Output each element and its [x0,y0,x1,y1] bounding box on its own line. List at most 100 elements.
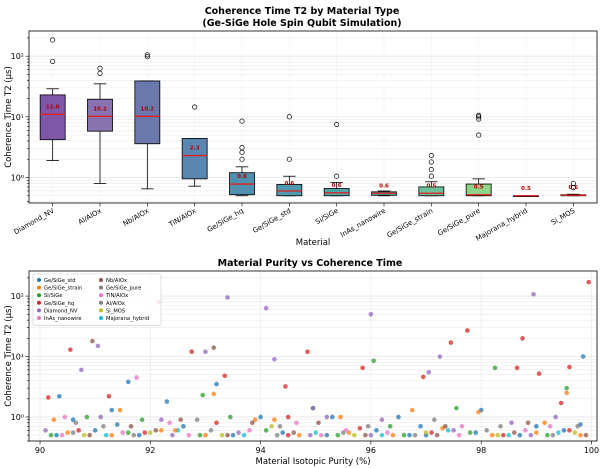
scatter-point [564,390,569,396]
box-median-label: 0.5 [426,183,436,189]
scatter-point [258,414,263,420]
box-median-label: 0.6 [332,183,342,189]
scatter-point [330,414,335,420]
legend-marker [37,278,41,282]
box-x-tick-label: Al/AlOx [77,207,103,227]
scatter-point [189,349,194,355]
scatter-point [456,432,462,438]
scatter-point [73,420,79,426]
scatter-point [498,424,503,429]
box-y-tick-label: 10¹ [11,113,24,122]
scatter-point [57,393,62,399]
scatter-point [65,430,70,435]
scatter-point [550,432,556,438]
scatter-point [407,432,412,438]
box-median-label: 0.5 [521,186,531,192]
scatter-point [159,417,164,423]
box-outlier [144,54,150,60]
scatter-point [368,311,374,317]
scatter-point [92,428,98,433]
scatter-point [252,417,258,423]
scatter-point [567,364,572,370]
box-x-tick-label: Si_MOS [550,207,577,227]
scatter-point [426,369,432,375]
legend-label: Si/SiGe [44,293,62,299]
legend-marker [99,278,103,282]
legend-label: Nb/AlOx [106,278,127,284]
box-x-tick-label: Ge/SiGe_pure [436,207,481,238]
scatter-point [316,420,321,426]
scatter-plot-x-ticks: 90 92 94 96 98 100 [35,441,599,455]
scatter-point [396,414,401,420]
scatter-plot-y-ticks: 10⁰ 10¹ 10² [11,277,29,442]
scatter-point [385,430,390,435]
scatter-point [203,349,208,355]
box-plot-x-ticks: Diamond_NV Al/AlOx Nb/AlOx TiN/AlOx Ge/SiGe_… [13,203,577,243]
scatter-point [43,428,48,433]
scatter-point [272,417,277,423]
box-y-tick-label: 10⁰ [11,174,24,183]
scatter-point [509,420,514,426]
scatter-point [159,428,164,433]
scatter-point [285,432,291,438]
legend-marker [99,285,103,290]
scatter-point [465,328,470,333]
legend-marker [37,293,41,298]
box-x-tick-label: InAs_nanowire [339,207,387,239]
scatter-point [51,417,57,423]
scatter-point [250,420,255,426]
scatter-point [125,379,131,385]
box-x-tick-label: Majorana_hybrid [475,207,529,243]
scatter-point [225,432,230,438]
legend-label: Ge/SiGe_hq [44,301,74,307]
legend-marker [99,316,103,320]
scatter-point [545,432,550,438]
scatter-point [445,428,451,433]
scatter-point [363,432,368,438]
scatter-point [128,424,134,429]
scatter-point [484,428,490,433]
scatter-point [409,407,415,413]
scatter-point [338,414,343,420]
box-median-label: 0.5 [568,185,578,191]
box-plot-title: Coherence Time T2 by Material Type [205,6,400,17]
legend-box [32,273,162,326]
scatter-point [222,373,228,379]
legend-marker [37,316,41,320]
scatter-point [379,417,385,423]
legend-marker [37,285,41,290]
box-iqr [134,80,161,145]
scatter-point [95,343,101,349]
box-x-tick-label: TiN/AlOx [167,207,198,229]
scatter-point [114,422,120,427]
scatter-x-tick-label: 100 [584,446,599,455]
scatter-point [181,424,186,429]
scatter-point [418,424,423,429]
scatter-point [263,305,269,311]
scatter-point [528,432,534,438]
box-iqr [465,183,492,197]
scatter-point [305,349,310,355]
scatter-point [374,428,379,433]
legend-marker [37,308,41,313]
scatter-point [567,428,572,433]
scatter-point [172,428,178,433]
scatter-point [437,354,443,359]
scatter-point [170,432,175,438]
scatter-point [291,430,296,435]
box-outlier [476,116,482,122]
scatter-plot-frame [28,270,598,442]
box-iqr [323,188,350,197]
scatter-plot-points [43,279,592,438]
scatter-x-tick-label: 90 [35,446,45,455]
scatter-point [542,420,547,426]
scatter-point [103,432,109,438]
scatter-point [211,391,217,397]
scatter-x-tick-label: 94 [256,446,266,455]
scatter-point [236,430,241,435]
box-median-label: 0.8 [237,174,247,180]
scatter-point [343,428,349,433]
scatter-y-tick-label: 10² [11,292,24,301]
box-median-label: 10.2 [141,106,155,112]
